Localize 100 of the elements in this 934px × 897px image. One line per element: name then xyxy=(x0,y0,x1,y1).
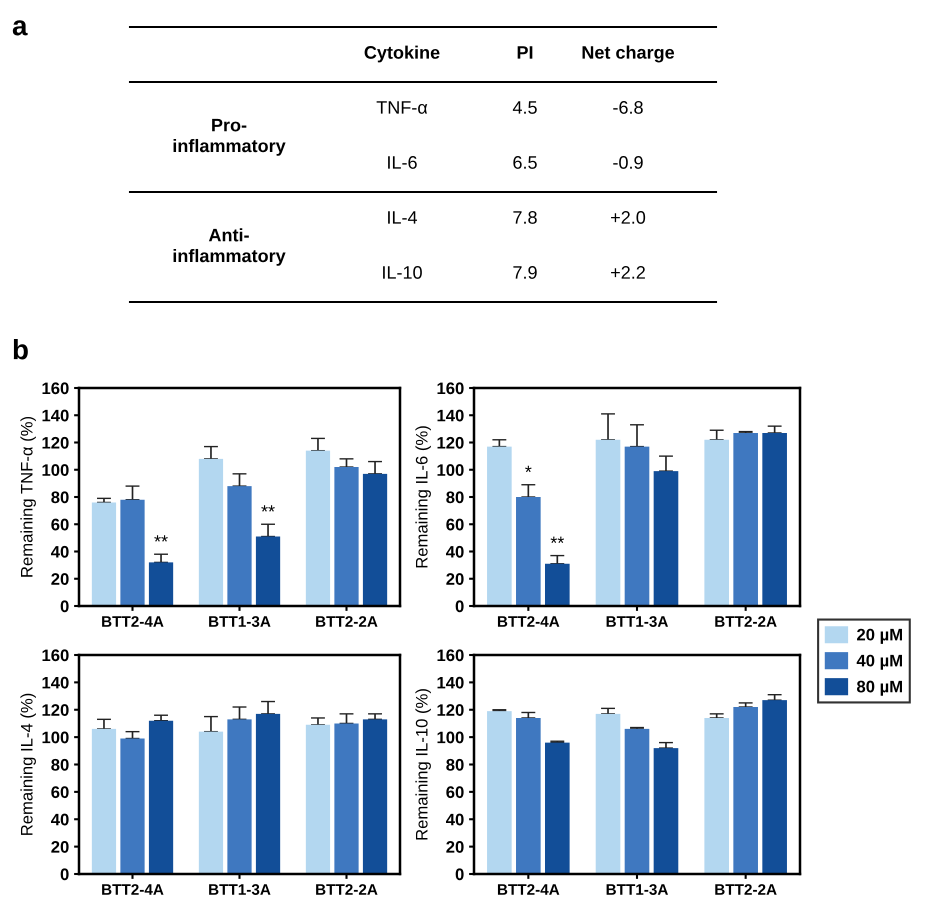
bar xyxy=(596,714,620,874)
y-tick-label: 120 xyxy=(42,704,69,716)
y-tick-label: 40 xyxy=(50,814,69,826)
bar xyxy=(362,719,388,874)
bar xyxy=(624,728,650,874)
bar xyxy=(733,432,758,606)
y-tick-label: 140 xyxy=(438,410,464,422)
bar xyxy=(256,714,280,874)
y-tick-label: 100 xyxy=(438,732,464,744)
bar xyxy=(704,718,730,874)
x-tick-label: BTT2-4A xyxy=(498,616,560,627)
bar xyxy=(733,707,758,874)
x-tick-label: BTT2-4A xyxy=(102,616,164,627)
y-axis-title: Remaining IL-4 (%) xyxy=(20,694,36,835)
y-tick-label: 100 xyxy=(438,464,464,476)
bar xyxy=(516,718,541,874)
text: TNF-α xyxy=(376,101,428,114)
y-tick-label: 20 xyxy=(446,841,464,853)
text: 6.5 xyxy=(513,156,537,169)
annotation: * xyxy=(525,466,532,472)
y-tick-label: 40 xyxy=(50,546,69,558)
text: +2.2 xyxy=(611,266,645,279)
text: IL-10 xyxy=(383,266,422,279)
bar xyxy=(120,500,145,606)
y-tick-label: 160 xyxy=(438,382,464,394)
y-tick-label: 120 xyxy=(438,436,464,449)
text: Net charge xyxy=(582,46,674,62)
text: -6.8 xyxy=(613,101,643,114)
y-tick-label: 80 xyxy=(446,758,464,771)
text: PI xyxy=(518,46,532,59)
y-tick-label: 20 xyxy=(51,573,69,585)
y-tick-label: 60 xyxy=(51,786,69,798)
bar xyxy=(306,724,330,874)
bar xyxy=(227,719,252,874)
text: 7.9 xyxy=(513,266,537,279)
y-tick-label: 20 xyxy=(446,573,464,585)
text: a xyxy=(12,20,28,36)
bar xyxy=(704,440,730,606)
y-tick-label: 80 xyxy=(446,491,464,504)
text: Anti- inflammatory xyxy=(174,228,286,266)
bar xyxy=(148,720,174,874)
bar xyxy=(654,748,678,874)
y-axis-title: Remaining TNF-α (%) xyxy=(20,416,36,577)
y-tick-label: 140 xyxy=(42,676,69,689)
chart-title: b xyxy=(14,339,28,360)
y-tick-label: 40 xyxy=(446,814,464,826)
bar xyxy=(334,467,359,606)
y-tick-label: 0 xyxy=(456,600,464,612)
bar xyxy=(92,502,116,606)
x-tick-label: BTT1-3A xyxy=(606,616,668,627)
bar xyxy=(148,562,174,606)
text: Pro- inflammatory xyxy=(174,118,286,156)
y-tick-label: 160 xyxy=(42,649,69,662)
legend-label: 20 µM xyxy=(857,628,902,644)
text: +2.0 xyxy=(611,211,646,224)
bar xyxy=(306,450,330,606)
bar xyxy=(654,471,678,606)
y-tick-label: 160 xyxy=(42,382,69,394)
bar xyxy=(487,446,512,606)
bar xyxy=(256,536,280,606)
bar xyxy=(362,474,388,606)
y-tick-label: 100 xyxy=(42,464,69,476)
text: 4.5 xyxy=(512,101,537,114)
y-tick-label: 120 xyxy=(42,436,69,449)
text: 7.8 xyxy=(513,211,537,224)
x-tick-label: BTT2-2A xyxy=(715,884,777,895)
y-tick-label: 60 xyxy=(446,786,464,798)
text: Cytokine xyxy=(364,46,440,62)
legend-label: 40 µM xyxy=(856,654,902,670)
x-tick-label: BTT1-3A xyxy=(209,616,271,627)
bar xyxy=(198,458,224,606)
y-tick-label: 140 xyxy=(42,410,69,422)
y-tick-label: 40 xyxy=(446,546,464,558)
bar xyxy=(516,497,541,606)
y-tick-label: 60 xyxy=(51,518,69,530)
y-tick-label: 80 xyxy=(51,491,69,504)
legend-label: 80 µM xyxy=(856,680,902,696)
annotation: ** xyxy=(261,505,275,512)
bar xyxy=(762,700,787,874)
x-tick-label: BTT2-2A xyxy=(316,616,378,627)
bar xyxy=(596,440,620,606)
bar xyxy=(227,486,252,606)
y-tick-label: 100 xyxy=(42,732,69,744)
y-axis-title: Remaining IL-10 (%) xyxy=(415,689,431,840)
x-tick-label: BTT2-4A xyxy=(102,884,164,895)
annotation: ** xyxy=(154,535,168,542)
y-tick-label: 0 xyxy=(456,868,464,880)
y-tick-label: 60 xyxy=(446,518,464,530)
text: IL-4 xyxy=(388,211,418,224)
bar xyxy=(762,432,787,606)
bar xyxy=(120,738,145,874)
text: IL-6 xyxy=(388,156,417,169)
x-tick-label: BTT2-4A xyxy=(498,884,560,895)
y-tick-label: 0 xyxy=(60,868,69,880)
y-tick-label: 120 xyxy=(438,704,464,716)
bar xyxy=(92,728,116,874)
bar xyxy=(624,446,650,606)
y-tick-label: 80 xyxy=(51,758,69,771)
bar xyxy=(544,564,570,606)
bar xyxy=(198,732,224,874)
